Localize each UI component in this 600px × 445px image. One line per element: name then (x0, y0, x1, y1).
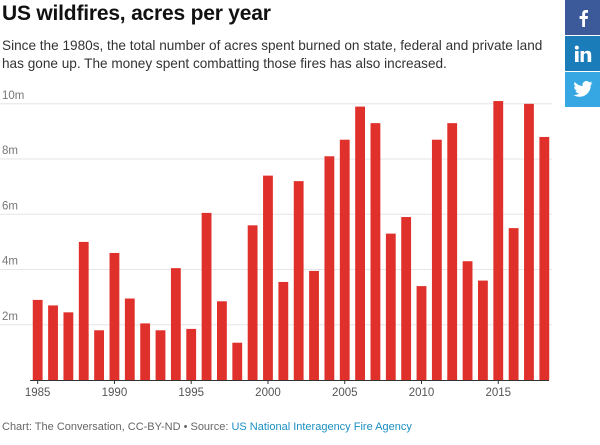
bar (109, 252, 120, 380)
bar (216, 301, 227, 380)
bar (493, 101, 504, 381)
x-tick-label: 2000 (255, 387, 281, 399)
x-tick-label: 1985 (25, 387, 51, 399)
bar (48, 305, 58, 380)
twitter-share-button[interactable] (565, 72, 600, 107)
y-tick-label: 6m (2, 200, 18, 212)
bar (155, 330, 166, 380)
bar (201, 212, 212, 380)
bar (293, 181, 304, 380)
chart-title: US wildfires, acres per year (2, 2, 271, 25)
bar (140, 323, 151, 380)
bar (170, 268, 181, 380)
bar (416, 286, 427, 380)
bar (278, 281, 289, 380)
bar (385, 233, 396, 380)
bar (355, 106, 366, 381)
y-tick-label: 4m (2, 256, 18, 268)
bar (263, 175, 273, 380)
bar (124, 298, 135, 380)
chart-subtitle: Since the 1980s, the total number of acr… (2, 38, 543, 71)
bar (370, 123, 381, 380)
bar (63, 312, 74, 380)
bar (447, 123, 458, 380)
y-tick-label: 10m (2, 90, 24, 102)
facebook-icon (579, 9, 588, 27)
linkedin-icon (574, 45, 591, 62)
bar (247, 225, 258, 380)
bar (324, 156, 335, 380)
bar (539, 136, 550, 380)
x-tick-label: 1990 (102, 387, 128, 399)
x-tick-label: 2005 (332, 387, 358, 399)
bar-chart: 2m 4m 6m 8m 10m 1985 1990 1995 2000 2005 2010 2015 (0, 90, 552, 399)
bar (78, 241, 89, 380)
facebook-share-button[interactable] (565, 0, 600, 35)
bar (339, 139, 350, 380)
source-link[interactable]: US National Interagency Fire Agency (231, 421, 412, 433)
bar (32, 299, 43, 380)
social-share-bar (565, 0, 600, 108)
x-tick-label: 1995 (178, 387, 204, 399)
linkedin-share-button[interactable] (565, 36, 600, 71)
chart-footer: Chart: The Conversation, CC-BY-ND • Sour… (2, 421, 412, 433)
bar (431, 139, 442, 380)
bar (524, 103, 534, 381)
x-tick-label: 2015 (485, 387, 511, 399)
bar (401, 217, 412, 380)
bar (508, 228, 519, 380)
bar (462, 261, 473, 380)
bar (309, 270, 319, 380)
y-tick-label: 2m (2, 311, 18, 323)
credit-text: Chart: The Conversation, CC-BY-ND • Sour… (2, 421, 232, 433)
bar (94, 330, 105, 380)
twitter-icon (572, 81, 592, 97)
bar (477, 280, 488, 380)
bar (232, 342, 243, 380)
x-tick-label: 2010 (409, 387, 435, 399)
bar (186, 328, 197, 380)
y-tick-label: 8m (2, 145, 18, 157)
